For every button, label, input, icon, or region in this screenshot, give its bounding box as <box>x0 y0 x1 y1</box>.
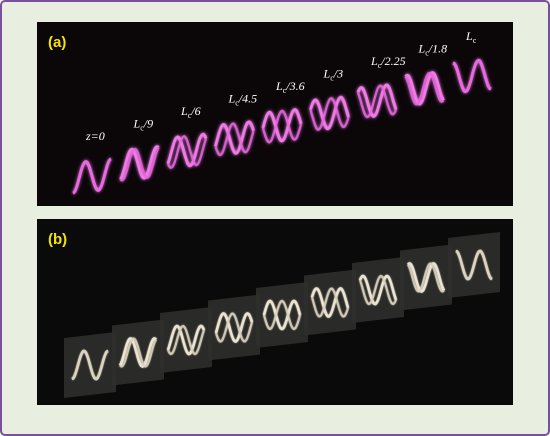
sim-curve <box>214 312 254 343</box>
caption-subscript: c <box>330 74 334 83</box>
caption-subscript: c <box>235 99 239 108</box>
sim-curve <box>407 262 445 293</box>
caption-symbol: L <box>275 79 283 93</box>
sim-plane <box>160 307 212 373</box>
sim-plane <box>256 282 308 348</box>
sim-curve <box>358 274 398 306</box>
caption-subscript: c <box>140 124 144 133</box>
sim-curve <box>166 324 206 356</box>
sim-curve <box>358 274 398 306</box>
beam-curve <box>214 120 255 155</box>
caption-symbol: L <box>370 54 378 68</box>
sim-curve <box>119 337 157 368</box>
frame-caption: Lc/2.25 <box>370 54 406 70</box>
sim-plane <box>400 244 452 311</box>
caption-symbol: L <box>228 92 236 106</box>
sim-curve <box>71 349 109 381</box>
sim-curve <box>407 262 446 293</box>
beam-pattern <box>404 71 445 106</box>
caption-suffix: /9 <box>143 117 153 131</box>
panel-a <box>37 22 513 206</box>
sim-pattern <box>407 262 446 293</box>
frame-caption: z=0 <box>85 129 105 143</box>
panel-a-frames: z=0Lc/9Lc/6Lc/4.5Lc/3.6Lc/3Lc/2.25Lc/1.8… <box>72 29 492 195</box>
sim-pattern <box>310 287 350 318</box>
beam-curve <box>119 147 160 182</box>
beam-curve <box>166 132 208 168</box>
beam-pattern <box>214 120 255 157</box>
beam-curve <box>261 108 303 143</box>
sim-pattern <box>166 324 206 356</box>
beam-curve <box>214 122 255 157</box>
caption-suffix: /6 <box>190 104 200 118</box>
caption-symbol: L <box>133 117 141 131</box>
caption-subscript: c <box>188 111 192 120</box>
sim-pattern <box>262 299 302 331</box>
panel-b-frames <box>64 232 500 398</box>
caption-suffix: /2.25 <box>380 54 405 68</box>
caption-subscript: c <box>473 36 477 45</box>
sim-pattern <box>455 249 493 281</box>
beam-curve <box>72 157 112 195</box>
caption-suffix: /1.8 <box>428 42 447 56</box>
beam-pattern <box>261 108 303 144</box>
frame-caption: Lc/1.8 <box>418 42 448 58</box>
panel-label: (b) <box>48 231 67 248</box>
sim-curve <box>310 287 350 318</box>
caption-symbol: L <box>323 67 331 81</box>
sim-plane <box>208 294 260 361</box>
beam-pattern <box>119 145 160 182</box>
frame-caption: Lc/3.6 <box>275 79 305 95</box>
sim-curve <box>310 287 350 318</box>
frame-caption: Lc/3 <box>323 67 344 83</box>
sim-curve <box>214 312 254 343</box>
sim-curve <box>166 324 206 356</box>
sim-pattern <box>214 312 254 343</box>
beam-curve <box>119 145 160 181</box>
frame-caption: Lc <box>465 29 477 45</box>
beam-pattern <box>166 132 208 170</box>
caption-suffix: /3.6 <box>285 79 304 93</box>
beam-curve <box>404 71 445 106</box>
beam-pattern <box>452 58 492 94</box>
beam-curve <box>261 109 303 144</box>
beam-curve <box>309 96 350 131</box>
caption-text: z=0 <box>85 129 105 143</box>
sim-curve <box>118 337 157 368</box>
sim-curve <box>262 299 302 331</box>
caption-suffix: /3 <box>333 67 343 81</box>
beam-curve <box>356 84 398 119</box>
caption-subscript: c <box>378 61 382 70</box>
caption-symbol: L <box>418 42 426 56</box>
beam-curve <box>356 83 398 118</box>
sim-plane <box>112 319 164 386</box>
sim-pattern <box>71 349 109 381</box>
sim-plane <box>352 257 404 323</box>
frame-caption: Lc/4.5 <box>228 92 258 108</box>
frame-caption: Lc/9 <box>133 117 154 133</box>
sim-curve <box>262 299 302 331</box>
panel-label: (a) <box>48 34 66 51</box>
sim-curve <box>455 249 493 281</box>
frame-caption: Lc/6 <box>180 104 201 120</box>
sim-pattern <box>358 274 398 306</box>
caption-symbol: L <box>180 104 188 118</box>
beam-curve <box>404 71 445 106</box>
caption-suffix: /4.5 <box>238 92 257 106</box>
beam-pattern <box>356 83 398 119</box>
sim-pattern <box>118 337 157 368</box>
caption-symbol: L <box>465 29 473 43</box>
beam-curve <box>452 58 492 93</box>
beam-curve <box>309 95 350 131</box>
caption-subscript: c <box>283 86 287 95</box>
beam-curve <box>166 135 208 170</box>
caption-subscript: c <box>425 49 429 58</box>
sim-plane <box>304 269 356 336</box>
beam-pattern <box>72 157 112 195</box>
beam-pattern <box>309 95 350 131</box>
